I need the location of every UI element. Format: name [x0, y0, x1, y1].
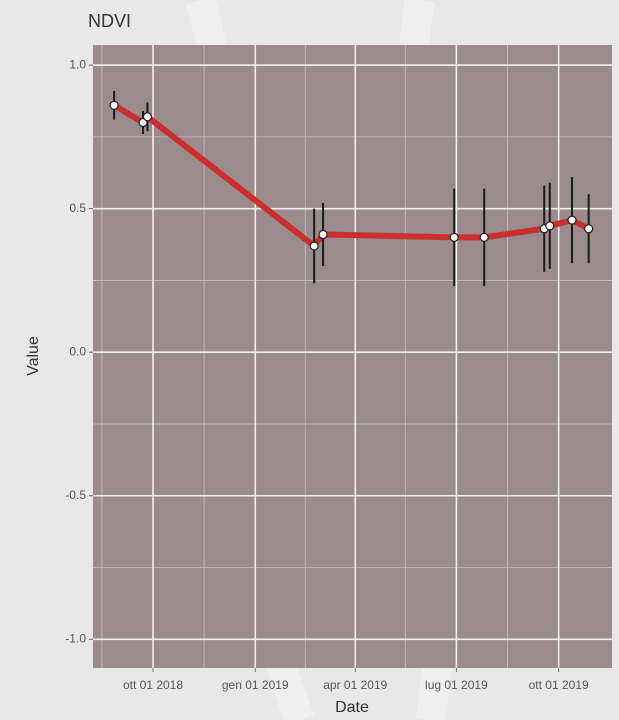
y-tick-label: 0.5	[69, 201, 86, 215]
data-point	[319, 230, 327, 238]
y-axis-label: Value	[25, 336, 42, 376]
data-point	[585, 225, 593, 233]
x-tick-label: lug 01 2019	[425, 678, 488, 692]
y-tick-label: 0.0	[69, 344, 86, 358]
y-tick-label: -0.5	[65, 488, 86, 502]
x-tick-label: ott 01 2018	[123, 678, 183, 692]
chart-title: NDVI	[88, 11, 131, 31]
y-tick-label: -1.0	[65, 631, 86, 645]
data-point	[143, 113, 151, 121]
x-tick-label: apr 01 2019	[323, 678, 387, 692]
data-point	[546, 222, 554, 230]
data-point	[480, 233, 488, 241]
data-point	[450, 233, 458, 241]
x-tick-label: ott 01 2019	[529, 678, 589, 692]
x-axis-label: Date	[335, 699, 369, 716]
data-point	[310, 242, 318, 250]
y-tick-label: 1.0	[69, 57, 86, 71]
data-point	[568, 216, 576, 224]
chart: NDVI Date Value 1.0 0.5 0.0 -0.5 -1.0 ott 01 …	[0, 0, 619, 720]
data-point	[110, 101, 118, 109]
x-tick-label: gen 01 2019	[222, 678, 289, 692]
